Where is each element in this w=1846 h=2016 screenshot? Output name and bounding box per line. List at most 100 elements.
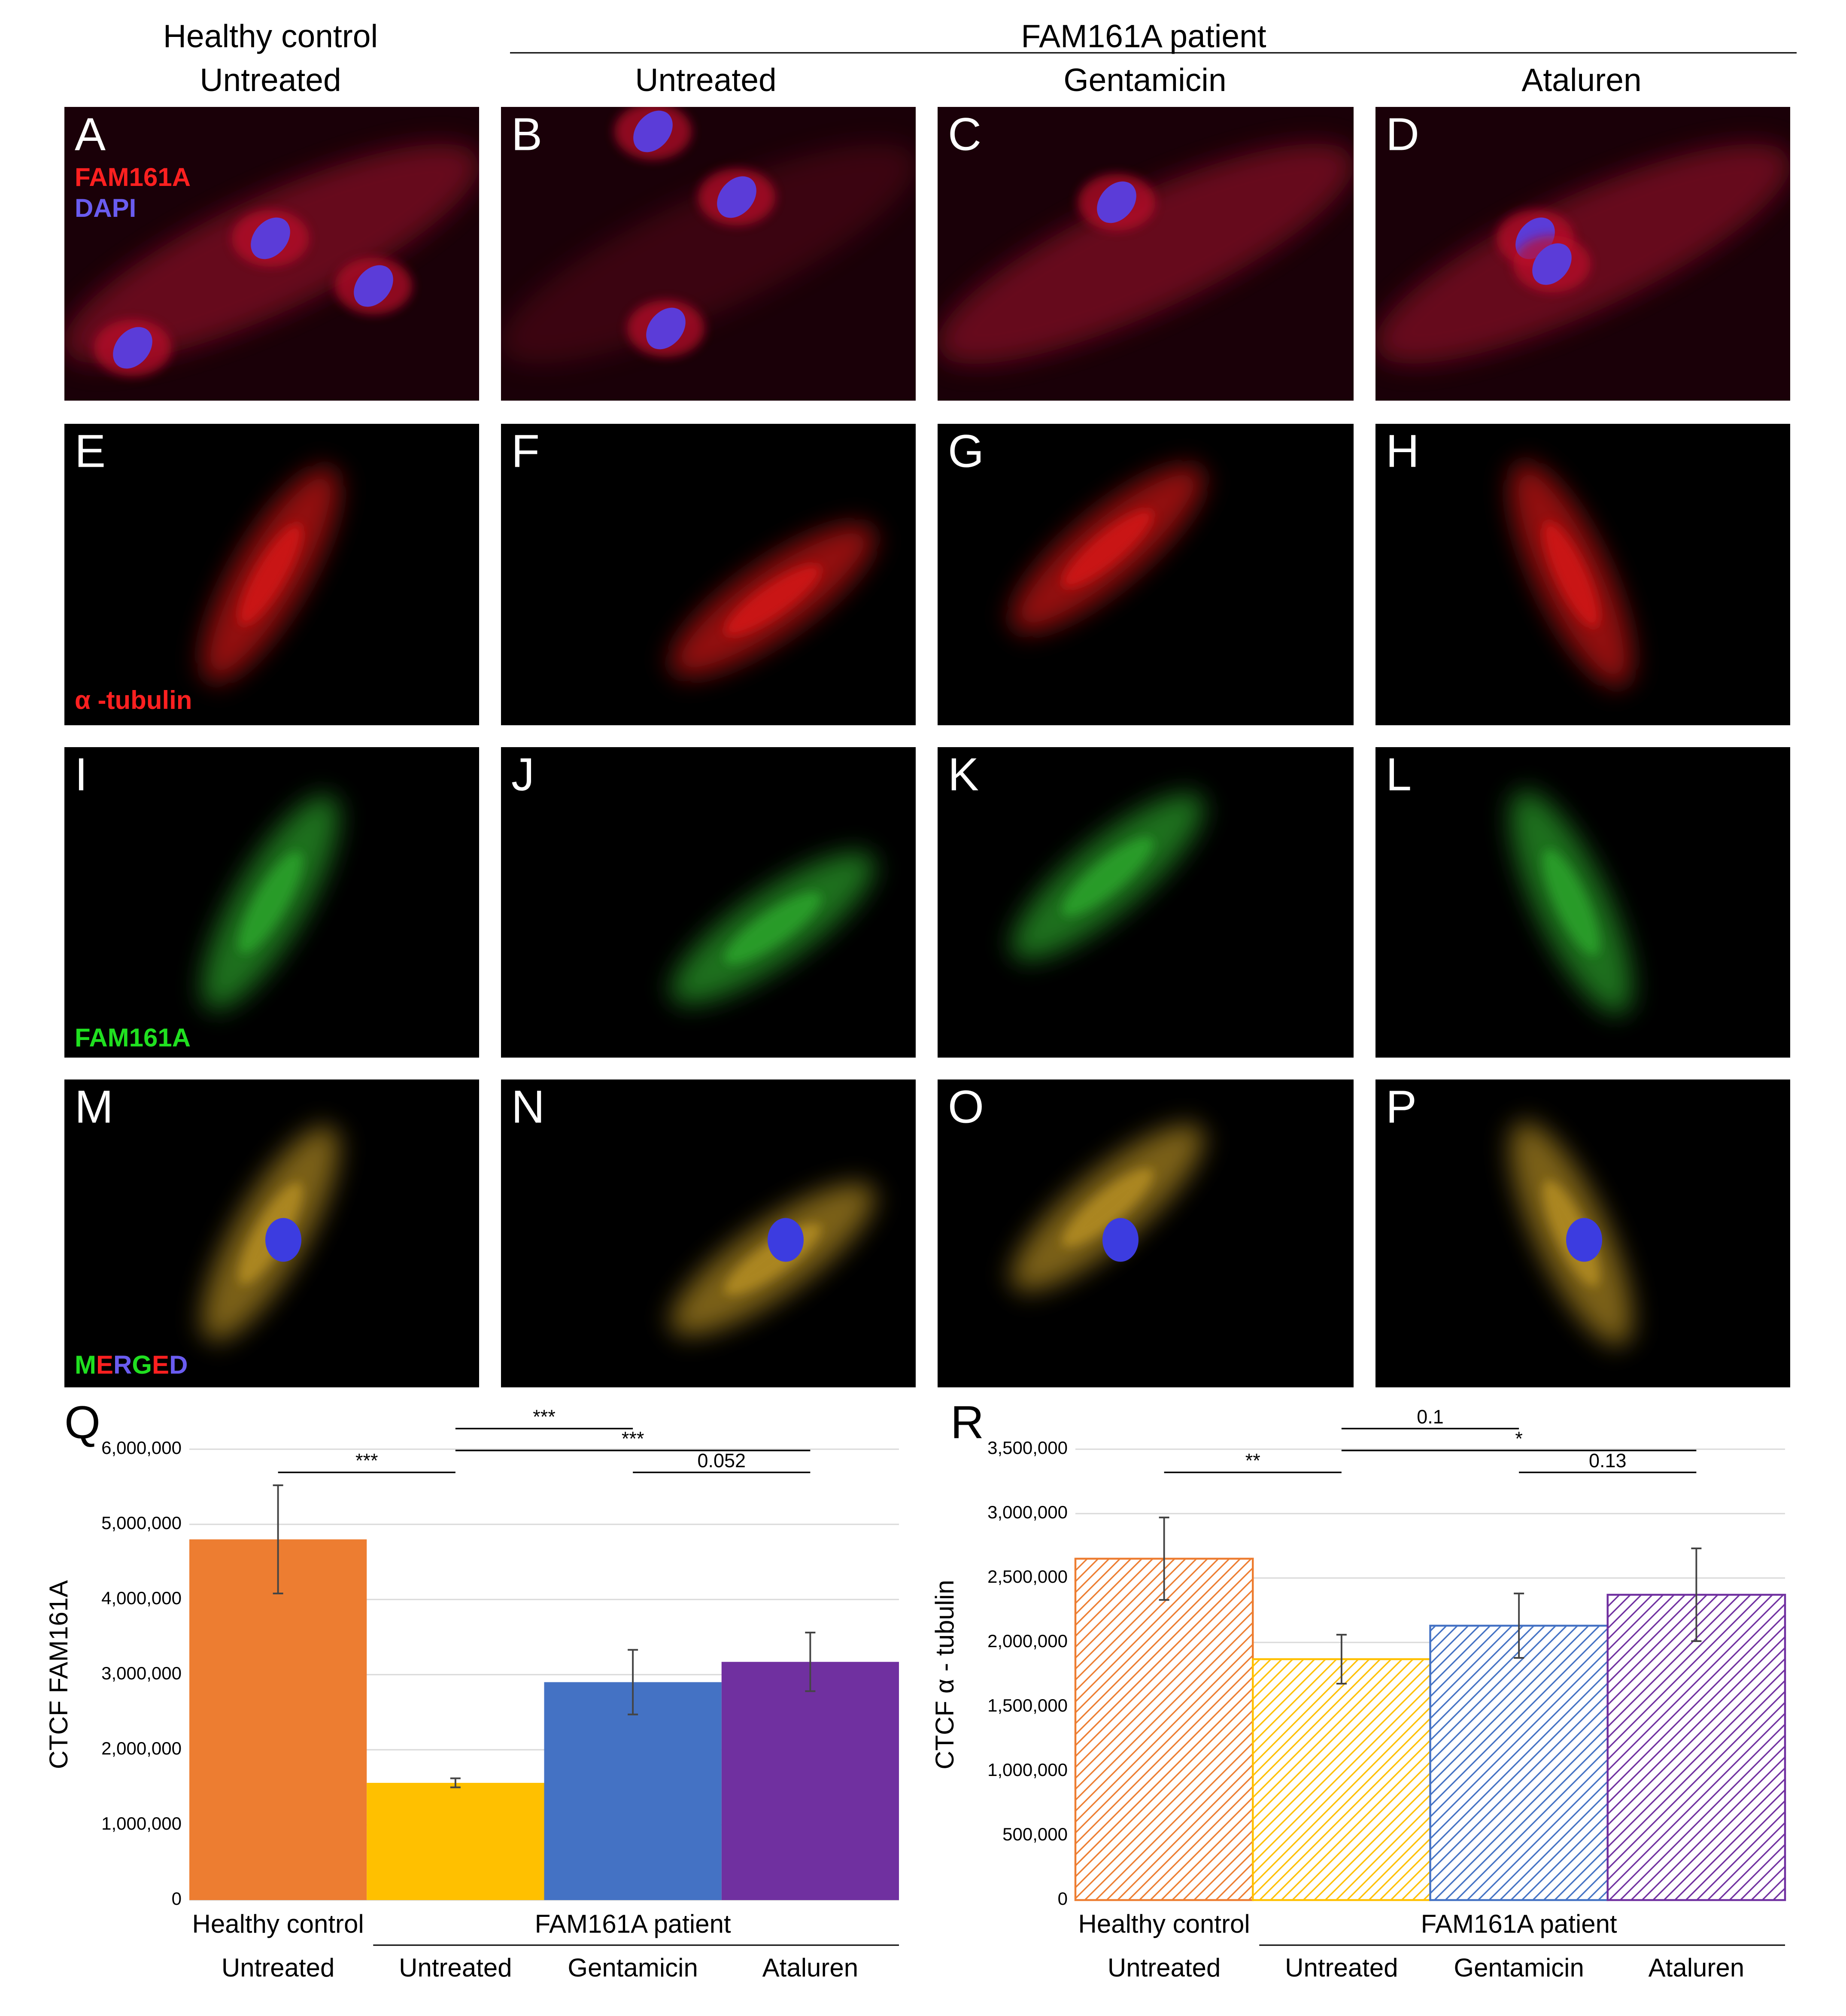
error-bar	[1514, 1593, 1524, 1659]
error-bar	[1159, 1517, 1169, 1601]
micrograph	[501, 1079, 916, 1387]
panel-letter: I	[75, 748, 88, 800]
micrograph	[64, 424, 480, 725]
significance-label: ***	[355, 1450, 378, 1472]
bar	[189, 1539, 367, 1900]
micrograph	[501, 747, 916, 1058]
nucleus	[251, 217, 290, 259]
micrograph	[938, 747, 1354, 1058]
micrograph	[64, 747, 480, 1058]
significance-label: *	[1515, 1428, 1523, 1450]
group-header: Healthy control	[163, 18, 378, 54]
panel-letter: D	[1386, 108, 1419, 160]
y-tick-label: 1,000,000	[101, 1813, 182, 1834]
x-tick-label: Gentamicin	[568, 1953, 698, 1982]
micrograph-bg	[938, 1079, 1354, 1387]
nucleus	[1532, 243, 1572, 285]
bar	[367, 1783, 544, 1900]
bar-chart: R 0 500,000 1,000,000 1,500,000 2,000,000 2,50…	[930, 1396, 1786, 1982]
x-tick-label: Untreated	[399, 1953, 512, 1982]
cell-core	[724, 892, 821, 964]
y-tick-label: 1,500,000	[987, 1695, 1068, 1715]
cell-core	[1062, 509, 1153, 588]
micrograph	[938, 107, 1354, 401]
group-label: FAM161A patient	[535, 1910, 731, 1938]
y-tick-label: 5,000,000	[101, 1513, 182, 1533]
panel-letter: L	[1386, 748, 1412, 800]
group-label: Healthy control	[1078, 1910, 1250, 1938]
panel-letter: C	[948, 108, 981, 160]
bar	[544, 1682, 722, 1900]
panel-letter: Q	[64, 1396, 100, 1448]
bar	[1252, 1658, 1431, 1901]
condition-header: Untreated	[200, 62, 341, 98]
condition-header: Ataluren	[1521, 62, 1641, 98]
y-tick-label: 3,500,000	[987, 1438, 1068, 1458]
y-axis-label: CTCF α - tubulin	[930, 1580, 959, 1769]
panel-letter: F	[511, 425, 540, 477]
panel-letter: B	[511, 108, 542, 160]
x-tick-label: Untreated	[222, 1953, 335, 1982]
stain-label: DAPI	[75, 194, 136, 222]
panel-letter: R	[950, 1396, 984, 1448]
micrographs: A B C D E F G H I J K L M N O P	[64, 107, 1791, 1387]
y-tick-label: 0	[1058, 1888, 1068, 1909]
panel-letter: A	[75, 108, 106, 160]
panel-letter: H	[1386, 425, 1419, 477]
cell-core	[1543, 849, 1600, 955]
cell-core	[1062, 837, 1153, 916]
y-tick-label: 2,000,000	[987, 1631, 1068, 1651]
cell-core	[724, 565, 821, 636]
micrograph	[938, 424, 1354, 725]
panel-letter: P	[1386, 1081, 1417, 1133]
panel-letter: K	[948, 748, 979, 800]
bar	[1606, 1593, 1786, 1901]
significance-label: 0.13	[1589, 1450, 1627, 1472]
nucleus	[646, 307, 686, 350]
micrograph	[64, 1079, 480, 1387]
stain-label: FAM161A	[75, 163, 191, 192]
micrograph	[501, 424, 916, 725]
nucleus	[633, 110, 673, 152]
error-bar	[450, 1777, 461, 1788]
panel-letter: E	[75, 425, 106, 477]
stain-label: α -tubulin	[75, 686, 192, 715]
y-tick-label: 2,500,000	[987, 1566, 1068, 1587]
nucleus	[113, 327, 152, 369]
error-bar	[1691, 1548, 1702, 1642]
y-tick-label: 3,000,000	[987, 1502, 1068, 1522]
cell-core	[238, 851, 303, 953]
micrograph	[938, 1079, 1354, 1387]
group-header: FAM161A patient	[1021, 18, 1266, 54]
x-tick-label: Ataluren	[762, 1953, 858, 1982]
panel-letter: M	[75, 1081, 113, 1133]
micrograph	[1375, 107, 1791, 401]
x-tick-label: Ataluren	[1649, 1953, 1744, 1982]
significance-label: ***	[622, 1428, 644, 1450]
x-tick-label: Gentamicin	[1454, 1953, 1584, 1982]
error-bar	[273, 1484, 283, 1594]
cytoplasm	[501, 144, 916, 364]
bar	[1074, 1557, 1254, 1901]
micrograph-bg	[938, 424, 1354, 725]
panel-letter: O	[948, 1081, 984, 1133]
y-tick-label: 0	[172, 1888, 182, 1909]
error-bar	[628, 1649, 638, 1715]
y-tick-label: 500,000	[1002, 1824, 1068, 1844]
micrograph	[1375, 424, 1791, 725]
nucleus	[354, 265, 393, 307]
y-tick-label: 2,000,000	[101, 1738, 182, 1758]
micrograph	[501, 107, 916, 401]
nucleus	[768, 1218, 804, 1262]
condition-header: Untreated	[635, 62, 776, 98]
stain-labels: FAM161A DAPI α -tubulin FAM161A MERGED	[75, 163, 192, 1379]
cell-core	[1543, 521, 1600, 628]
panel-letter: N	[511, 1081, 545, 1133]
significance-label: 0.1	[1417, 1406, 1444, 1428]
x-tick-label: Untreated	[1108, 1953, 1221, 1982]
micrograph	[1375, 747, 1791, 1058]
error-bar	[805, 1632, 816, 1692]
micrograph	[64, 107, 480, 401]
bar	[721, 1662, 899, 1900]
